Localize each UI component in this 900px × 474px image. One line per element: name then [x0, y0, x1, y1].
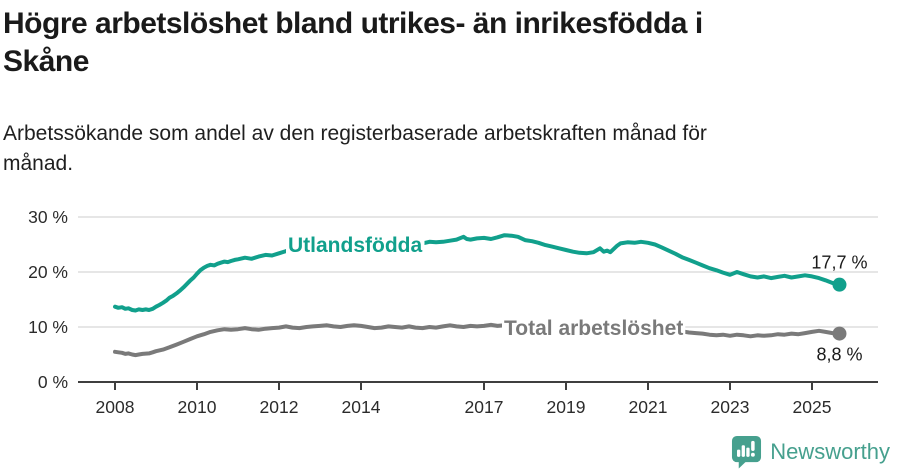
x-tick-label: 2017 — [465, 397, 504, 417]
brand-footer[interactable]: Newsworthy — [731, 435, 890, 469]
x-tick-label: 2025 — [793, 397, 832, 417]
page-title: Högre arbetslöshet bland utrikes- än inr… — [0, 0, 900, 81]
end-value-label-1: 8,8 % — [816, 345, 862, 365]
y-tick-label: 0 % — [38, 372, 68, 392]
series-label-mask-1 — [502, 316, 686, 341]
x-tick-label: 2014 — [342, 397, 381, 417]
x-tick-label: 2023 — [711, 397, 750, 417]
x-tick-label: 2019 — [547, 397, 586, 417]
y-tick-label: 10 % — [28, 317, 68, 337]
subtitle-line-1: Arbetssökande som andel av den registerb… — [3, 122, 707, 145]
x-tick-label: 2008 — [96, 397, 135, 417]
subtitle-line-2: månad. — [3, 152, 74, 175]
endpoint-dot-0 — [832, 277, 847, 292]
x-tick-label: 2021 — [629, 397, 668, 417]
y-tick-label: 20 % — [28, 262, 68, 282]
title-line-2: Skåne — [3, 45, 89, 78]
brand-name: Newsworthy — [770, 439, 890, 464]
series-label-mask-0 — [286, 233, 425, 258]
endpoint-dot-1 — [832, 326, 847, 341]
title-line-1: Högre arbetslöshet bland utrikes- än inr… — [3, 7, 703, 40]
series-line-1 — [113, 322, 842, 358]
x-tick-label: 2012 — [260, 397, 299, 417]
line-chart: 0 % 10 % 20 % 30 % 2008 2010 2012 2014 2017 2019 2… — [28, 207, 878, 417]
series-label-1: Total arbetslöshet — [504, 317, 683, 340]
chart-subtitle: Arbetssökande som andel av den registerb… — [0, 119, 900, 179]
series-label-0: Utlandsfödda — [288, 234, 422, 257]
newsworthy-logo-icon — [732, 436, 762, 469]
y-tick-label: 30 % — [28, 207, 68, 227]
x-tick-label: 2010 — [178, 397, 217, 417]
series-line-0 — [113, 233, 842, 313]
end-value-label-0: 17,7 % — [811, 253, 867, 273]
